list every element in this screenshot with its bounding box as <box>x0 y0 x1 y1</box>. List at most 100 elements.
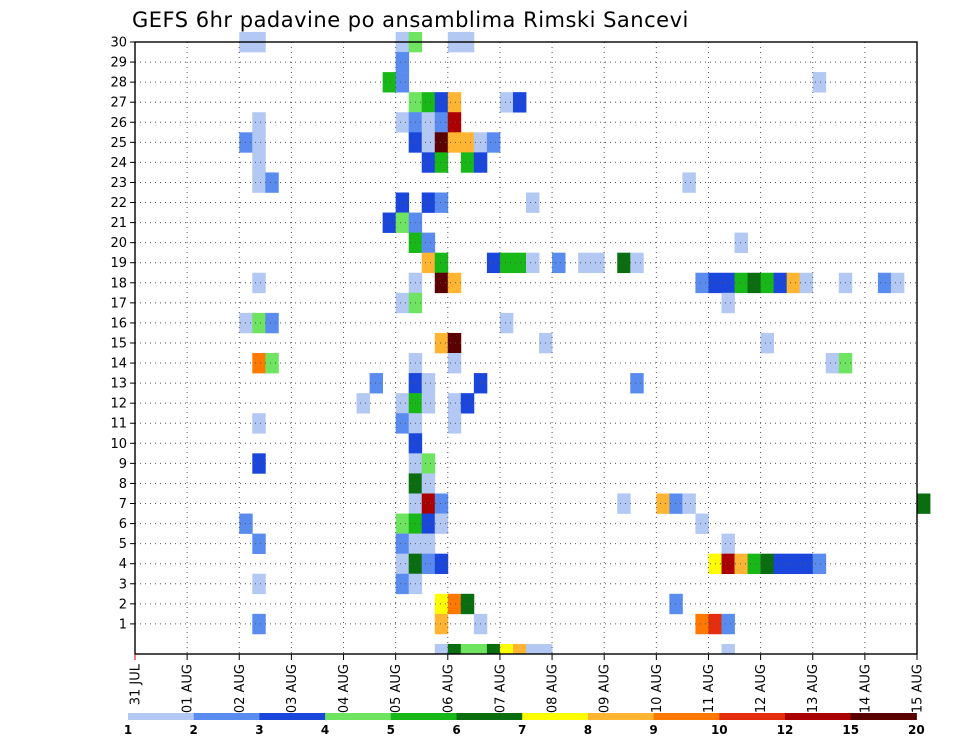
y-tick-label: 5 <box>119 537 127 552</box>
heatmap-cell <box>421 192 436 213</box>
colorbar-label: 20 <box>908 723 925 737</box>
colorbar-label: 7 <box>518 723 526 737</box>
heatmap-cell <box>682 172 696 193</box>
colorbar: 1 2 3 4 5 6 7 8 9 10 12 15 20 <box>124 713 925 737</box>
heatmap-cell <box>617 252 631 274</box>
heatmap-cell <box>395 292 410 314</box>
heatmap-cell <box>578 252 592 274</box>
colorbar-label: 12 <box>777 723 794 737</box>
y-axis: 1234567891011121314151617181920212223242… <box>110 36 135 632</box>
heatmap-cell <box>369 373 384 394</box>
y-tick-label: 2 <box>119 597 127 612</box>
heatmap-cell <box>252 453 266 474</box>
y-tick-label: 17 <box>110 296 127 311</box>
colorbar-label: 6 <box>452 723 460 737</box>
y-tick-label: 13 <box>110 377 127 392</box>
heatmap-cell <box>734 232 748 253</box>
heatmap-cell <box>356 393 370 414</box>
y-tick-label: 7 <box>119 497 127 512</box>
heatmap-cell <box>421 252 436 274</box>
x-tick-label: 11 AUG <box>702 664 717 713</box>
heatmap-cell <box>617 493 631 514</box>
colorbar-swatch <box>325 713 392 720</box>
colorbar-label: 10 <box>711 723 728 737</box>
heatmap-cell <box>799 553 814 575</box>
heatmap-cell <box>499 312 514 334</box>
x-tick-label: 12 AUG <box>754 664 769 713</box>
heatmap-cell <box>434 332 449 354</box>
y-tick-label: 11 <box>110 417 127 432</box>
heatmap-cell <box>486 643 501 655</box>
colorbar-label: 3 <box>255 723 263 737</box>
heatmap-cell <box>669 593 683 615</box>
heatmap-cell <box>486 132 501 153</box>
colorbar-label: 15 <box>842 723 859 737</box>
heatmap-cell <box>630 252 644 274</box>
heatmap-cell <box>591 252 605 274</box>
heatmap-cell <box>499 92 514 113</box>
x-tick-label: 01 AUG <box>181 664 196 713</box>
heatmap-cell <box>786 553 801 575</box>
heatmap-cell <box>539 643 553 655</box>
heatmap-cell <box>395 212 410 233</box>
heatmap-cell <box>447 393 462 414</box>
heatmap-cell <box>434 272 449 294</box>
heatmap-cell <box>721 292 735 314</box>
heatmap-cell <box>734 553 748 575</box>
heatmap-cell <box>252 312 266 334</box>
colorbar-swatch <box>259 713 326 720</box>
heatmap-cell <box>486 252 501 274</box>
heatmap-cell <box>473 643 488 655</box>
heatmap-cell <box>421 473 436 494</box>
heatmap-cell <box>499 252 514 274</box>
heatmap-cell <box>526 252 540 274</box>
heatmap-cell <box>760 553 775 575</box>
x-axis: 31 JUL 01 AUG 02 AUG 03 AUG 04 AUG 05 AUG 06 A… <box>129 654 926 713</box>
heatmap-cell <box>460 393 475 414</box>
heatmap-cell <box>721 553 735 575</box>
heatmap-cell <box>812 553 827 575</box>
colorbar-swatch <box>128 713 195 720</box>
colorbar-label: 1 <box>124 723 132 737</box>
heatmap-cell <box>512 252 527 274</box>
y-tick-label: 27 <box>110 96 127 111</box>
y-tick-label: 14 <box>110 357 127 372</box>
heatmap-cell <box>252 132 266 153</box>
heatmap-cell <box>460 132 475 153</box>
y-tick-label: 16 <box>110 316 127 331</box>
colorbar-swatch <box>653 713 720 720</box>
heatmap-cell <box>526 643 540 655</box>
colorbar-swatch <box>522 713 589 720</box>
heatmap-cell <box>395 533 410 554</box>
heatmap-cell <box>447 353 462 374</box>
heatmap-cell <box>434 112 449 133</box>
colorbar-swatch <box>719 713 786 720</box>
heatmap-cell <box>434 152 449 173</box>
colorbar-label: 2 <box>190 723 198 737</box>
heatmap-cell <box>434 513 449 534</box>
heatmap-cell <box>721 613 735 635</box>
heatmap-cell <box>395 513 410 534</box>
heatmap-cell <box>630 373 644 394</box>
heatmap-cell <box>395 72 410 93</box>
heatmap-cell <box>460 152 475 173</box>
heatmap-cell <box>421 92 436 113</box>
heatmap-cell <box>434 92 449 113</box>
y-tick-label: 12 <box>110 397 127 412</box>
heatmap-cell <box>512 643 527 655</box>
colorbar-swatch <box>456 713 523 720</box>
heatmap-cell <box>252 613 266 635</box>
heatmap-cell <box>447 643 462 655</box>
heatmap-cell <box>265 353 279 374</box>
heatmap-cell <box>669 493 683 514</box>
y-tick-label: 24 <box>110 156 127 171</box>
chart-title: GEFS 6hr padavine po ansamblima Rimski S… <box>132 8 689 32</box>
colorbar-label: 5 <box>387 723 395 737</box>
colorbar-swatch <box>390 713 457 720</box>
heatmap-cell <box>395 52 410 73</box>
heatmap-cell <box>421 513 436 534</box>
heatmap-cell <box>695 513 709 534</box>
heatmap-cell <box>395 393 410 414</box>
heatmap-cell <box>552 252 566 274</box>
